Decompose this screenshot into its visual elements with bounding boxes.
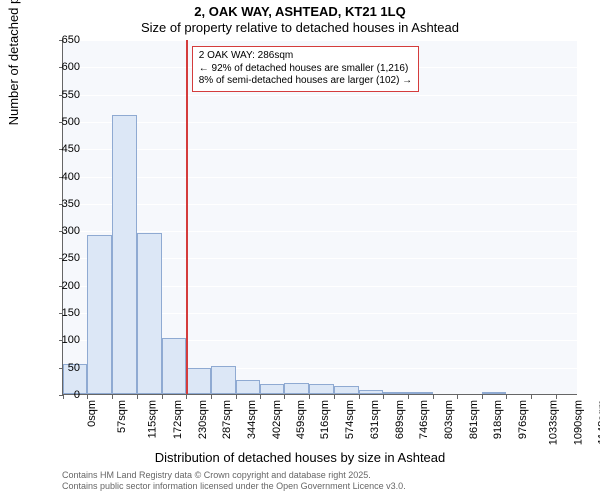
footer-line-1: Contains HM Land Registry data © Crown c… [62, 470, 406, 481]
marker-line [186, 40, 188, 394]
page-subtitle: Size of property relative to detached ho… [0, 20, 600, 35]
xtick-mark [162, 395, 163, 399]
xtick-mark [186, 395, 187, 399]
xtick-mark [556, 395, 557, 399]
histogram-bar [309, 384, 333, 394]
histogram-bar [112, 115, 136, 394]
xtick-label: 57sqm [116, 400, 128, 433]
xtick-mark [334, 395, 335, 399]
gridline-h [63, 204, 577, 205]
xtick-mark [359, 395, 360, 399]
xtick-label: 402sqm [271, 400, 283, 439]
xtick-label: 0sqm [86, 400, 98, 427]
ytick-label: 250 [50, 252, 80, 264]
ytick-label: 300 [50, 225, 80, 237]
xtick-mark [284, 395, 285, 399]
ytick-label: 0 [50, 389, 80, 401]
ytick-label: 50 [50, 362, 80, 374]
xtick-mark [236, 395, 237, 399]
ytick-label: 500 [50, 116, 80, 128]
xtick-label: 459sqm [295, 400, 307, 439]
histogram-bar [383, 392, 407, 394]
gridline-h [63, 395, 577, 396]
xtick-label: 689sqm [394, 400, 406, 439]
ytick-label: 350 [50, 198, 80, 210]
xtick-label: 1033sqm [548, 400, 560, 445]
xtick-mark [211, 395, 212, 399]
callout-line-1: ← 92% of detached houses are smaller (1,… [199, 63, 412, 76]
histogram-bar [87, 235, 112, 394]
xtick-mark [482, 395, 483, 399]
xtick-mark [457, 395, 458, 399]
callout-line-2: 8% of semi-detached houses are larger (1… [199, 75, 412, 88]
xtick-mark [309, 395, 310, 399]
xtick-label: 115sqm [147, 400, 159, 438]
xtick-mark [433, 395, 434, 399]
ytick-label: 600 [50, 61, 80, 73]
histogram-bar [408, 392, 433, 394]
gridline-h [63, 177, 577, 178]
histogram-bar [334, 386, 359, 394]
xtick-mark [506, 395, 507, 399]
xtick-label: 516sqm [320, 400, 332, 439]
marker-callout: 2 OAK WAY: 286sqm← 92% of detached house… [192, 46, 419, 92]
histogram-bar [260, 384, 284, 394]
xtick-label: 976sqm [517, 400, 529, 439]
xtick-label: 861sqm [468, 400, 480, 439]
xtick-label: 230sqm [197, 400, 209, 439]
xtick-label: 344sqm [246, 400, 258, 439]
xtick-label: 918sqm [492, 400, 504, 439]
histogram-bar [236, 380, 260, 394]
xtick-label: 172sqm [172, 400, 184, 439]
callout-title: 2 OAK WAY: 286sqm [199, 50, 412, 63]
histogram-bar [359, 390, 383, 394]
xtick-mark [408, 395, 409, 399]
histogram-bar [137, 233, 162, 394]
xtick-mark [87, 395, 88, 399]
ytick-label: 100 [50, 334, 80, 346]
title-block: 2, OAK WAY, ASHTEAD, KT21 1LQ Size of pr… [0, 0, 600, 35]
xtick-label: 803sqm [443, 400, 455, 439]
xtick-label: 1090sqm [572, 400, 584, 445]
x-axis-label: Distribution of detached houses by size … [0, 450, 600, 465]
footer-line-2: Contains public sector information licen… [62, 481, 406, 492]
histogram-bar [162, 338, 186, 394]
xtick-label: 287sqm [221, 400, 233, 439]
ytick-label: 150 [50, 307, 80, 319]
footer-attribution: Contains HM Land Registry data © Crown c… [62, 470, 406, 492]
xtick-mark [383, 395, 384, 399]
ytick-label: 450 [50, 143, 80, 155]
ytick-label: 200 [50, 280, 80, 292]
ytick-label: 400 [50, 171, 80, 183]
gridline-h [63, 95, 577, 96]
histogram-bar [284, 383, 309, 394]
chart-plot-area: 2 OAK WAY: 286sqm← 92% of detached house… [62, 40, 577, 395]
ytick-label: 550 [50, 89, 80, 101]
xtick-mark [137, 395, 138, 399]
ytick-label: 650 [50, 34, 80, 46]
gridline-h [63, 40, 577, 41]
xtick-mark [112, 395, 113, 399]
histogram-bar [482, 392, 506, 394]
xtick-label: 746sqm [418, 400, 430, 439]
gridline-h [63, 122, 577, 123]
xtick-label: 574sqm [344, 400, 356, 439]
xtick-mark [531, 395, 532, 399]
histogram-bar [186, 368, 210, 394]
histogram-bar [211, 366, 236, 394]
page-title: 2, OAK WAY, ASHTEAD, KT21 1LQ [0, 4, 600, 19]
xtick-label: 1148sqm [596, 400, 600, 444]
gridline-h [63, 149, 577, 150]
y-axis-label: Number of detached properties [6, 0, 21, 125]
xtick-label: 631sqm [369, 400, 381, 439]
xtick-mark [260, 395, 261, 399]
